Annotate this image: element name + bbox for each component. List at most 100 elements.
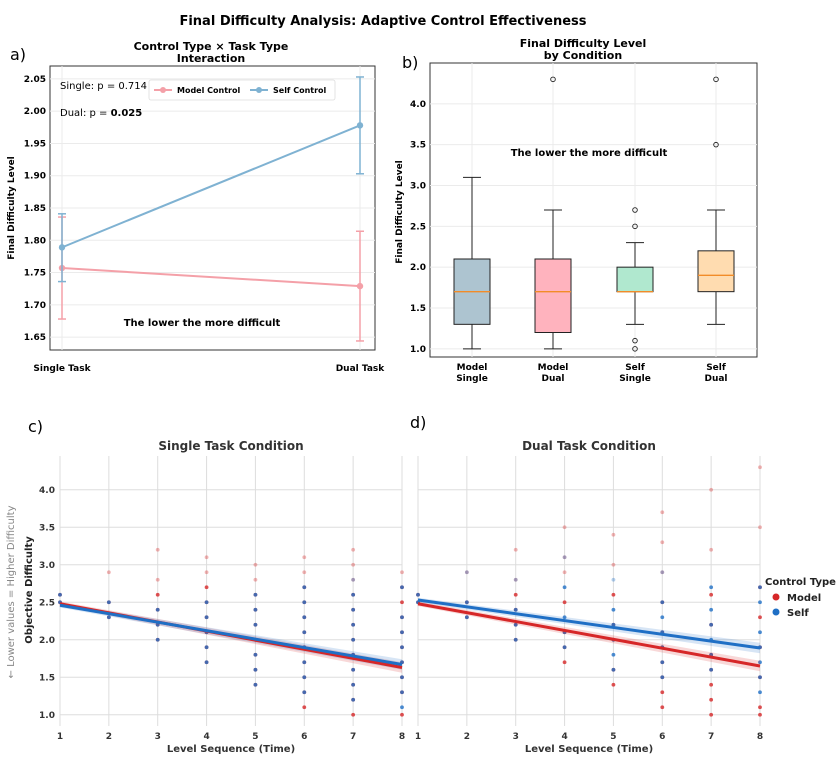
chart-c-point-self <box>253 682 258 687</box>
chart-b-outlier <box>632 223 638 230</box>
scatter-legend-self-label: Self <box>787 608 809 619</box>
chart-d-point-model <box>758 525 762 530</box>
chart-c-point-self <box>253 667 258 672</box>
chart-d-point-self <box>709 667 714 672</box>
chart-c-point-model <box>204 570 209 575</box>
chart-a-series-line <box>61 267 361 288</box>
chart-c-grid <box>59 456 403 726</box>
chart-b-xtick-label: Self <box>706 363 726 373</box>
chart-d-point-self <box>513 577 518 582</box>
chart-d-point-model <box>660 510 665 515</box>
chart-b-outlier <box>550 76 556 83</box>
chart-d-point-self <box>758 600 762 605</box>
chart-c-point-model <box>106 570 111 575</box>
chart-c-point-self <box>302 690 307 695</box>
chart-d-point-self <box>758 690 762 695</box>
chart-c-point-self <box>351 592 356 597</box>
panel-d: Dual Task Condition 1 2 3 4 5 6 7 8 Level Seque… <box>415 439 763 755</box>
chart-a-xtick-label: Single Task <box>33 364 91 374</box>
chart-c-xtick-label: 7 <box>350 732 356 742</box>
chart-d-point-model <box>660 690 665 695</box>
chart-d-grid <box>417 456 761 726</box>
chart-d-point-model <box>513 592 518 597</box>
chart-c-point-self <box>351 577 356 582</box>
legend-self-control-marker <box>256 87 262 93</box>
chart-d-point-self <box>709 622 714 627</box>
chart-d-point-model <box>611 532 616 537</box>
chart-c-trends <box>59 601 403 673</box>
panel-label-b: b) <box>402 53 418 72</box>
chart-c-point-self <box>351 667 356 672</box>
chart-c-xtick-label: 6 <box>301 732 307 742</box>
chart-d-point-self <box>611 652 616 657</box>
chart-c-point-model <box>155 547 160 552</box>
chart-a-point <box>58 244 66 251</box>
chart-c-outer-ylabel: ← Lower values = Higher Difficulty <box>6 505 17 678</box>
chart-d-point-model <box>709 487 714 492</box>
chart-d-point-self <box>513 622 518 627</box>
chart-c-point-self <box>400 705 404 710</box>
chart-d-point-model <box>660 705 665 710</box>
chart-d-point-model <box>758 712 762 717</box>
chart-c-ytick-label: 3.0 <box>39 561 55 571</box>
chart-c-point-self <box>106 600 111 605</box>
chart-c-point-model <box>253 562 258 567</box>
chart-c-point-self <box>351 637 356 642</box>
chart-c-point-model <box>155 592 160 597</box>
chart-d-point-model <box>513 577 518 582</box>
chart-a-title-line2: Interaction <box>177 52 245 65</box>
chart-d-trends <box>417 597 761 672</box>
chart-c-point-model <box>204 585 209 590</box>
chart-a-ytick-label: 2.05 <box>24 75 46 85</box>
chart-b-xtick-label: Dual <box>541 374 564 384</box>
chart-a-ytick-label: 1.65 <box>24 333 46 343</box>
chart-b-ytick-label: 3.5 <box>410 141 426 151</box>
chart-d-point-model <box>562 570 567 575</box>
chart-d-point-self <box>513 637 518 642</box>
chart-d-point-self <box>660 570 665 575</box>
chart-c-point-self <box>400 645 404 650</box>
chart-c-xtick-label: 2 <box>106 732 112 742</box>
chart-c-point-model <box>351 547 356 552</box>
chart-a-dual-value: 0.025 <box>111 108 143 119</box>
chart-c-point-self <box>204 660 209 665</box>
chart-d-point-model <box>660 570 665 575</box>
chart-d-xtick-label: 4 <box>561 732 567 742</box>
chart-d-point-model <box>758 615 762 620</box>
chart-b-outlier <box>713 141 719 148</box>
scatter-legend-model-label: Model <box>787 593 821 604</box>
chart-d-point-self <box>416 592 420 597</box>
chart-c-point-self <box>400 615 404 620</box>
chart-d-point-model <box>758 465 762 470</box>
chart-c-point-self <box>106 615 111 620</box>
chart-d-xlabel: Level Sequence (Time) <box>525 744 653 755</box>
chart-b-ytick-label: 1.5 <box>410 304 426 314</box>
chart-a-ytick-label: 1.95 <box>24 139 46 149</box>
chart-d-xticks: 1 2 3 4 5 6 7 8 <box>415 732 763 742</box>
chart-d-point-model <box>611 592 616 597</box>
chart-c-point-self <box>351 607 356 612</box>
chart-c-point-self <box>155 637 160 642</box>
chart-a-ytick-label: 1.75 <box>24 269 46 279</box>
chart-d-point-model <box>513 547 518 552</box>
chart-d-point-model <box>464 570 469 575</box>
chart-b-title-line2: by Condition <box>544 49 622 62</box>
chart-d-xtick-label: 8 <box>757 732 763 742</box>
chart-c-point-self <box>400 630 404 635</box>
chart-c-point-model <box>302 705 307 710</box>
chart-a-ytick-label: 1.80 <box>24 236 46 246</box>
chart-a-ytick-label: 1.85 <box>24 204 46 214</box>
chart-a-ylabel: Final Difficulty Level <box>7 156 17 260</box>
chart-c-point-self <box>351 697 356 702</box>
chart-d-point-model <box>562 555 567 560</box>
chart-b-box <box>534 258 572 333</box>
chart-a-legend-box <box>148 79 336 101</box>
chart-d-point-self <box>464 615 469 620</box>
chart-d-point-self <box>709 607 714 612</box>
panel-b: Final Difficulty Level by Condition 1.01… <box>395 37 758 384</box>
chart-b-yticks: 1.0 1.5 2.0 2.5 3.0 3.5 4.0 <box>410 100 426 355</box>
chart-b-outlier <box>632 346 638 352</box>
chart-b-box <box>616 266 654 293</box>
chart-c-xtick-label: 3 <box>155 732 161 742</box>
